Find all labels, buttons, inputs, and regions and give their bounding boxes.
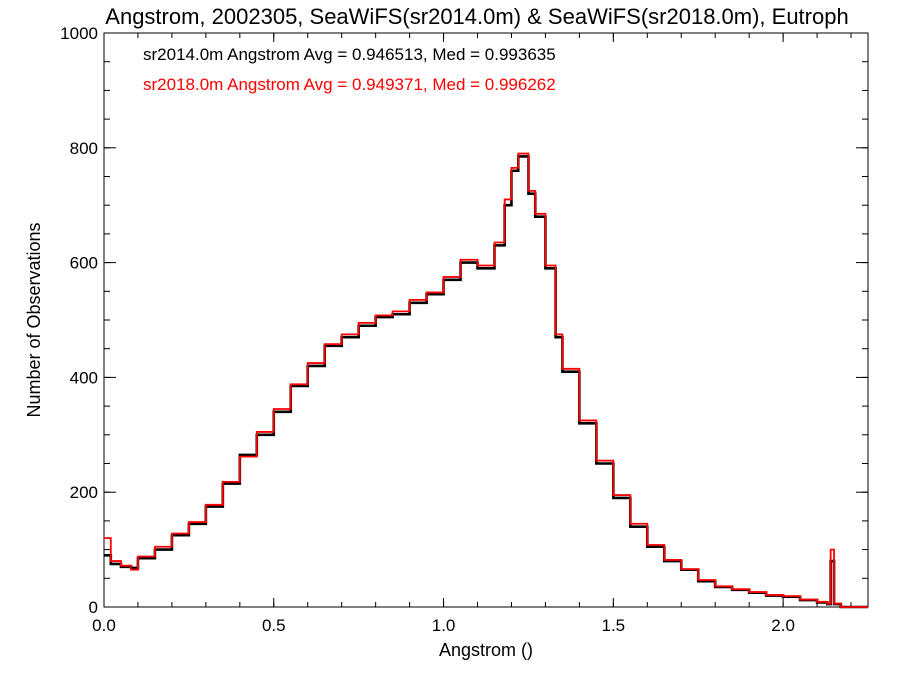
y-tick-label: 400 [70, 368, 98, 387]
y-axis-label: Number of Observations [24, 222, 44, 417]
annotation-sr2014: sr2014.0m Angstrom Avg = 0.946513, Med =… [143, 45, 556, 64]
x-tick-label: 2.0 [771, 616, 795, 635]
y-tick-label: 600 [70, 254, 98, 273]
y-tick-label: 0 [89, 598, 98, 617]
chart-title: Angstrom, 2002305, SeaWiFS(sr2014.0m) & … [105, 4, 848, 29]
x-tick-label: 1.5 [602, 616, 626, 635]
y-tick-label: 1000 [60, 24, 98, 43]
annotation-sr2018: sr2018.0m Angstrom Avg = 0.949371, Med =… [143, 75, 556, 94]
x-axis-label: Angstrom () [439, 640, 533, 660]
x-tick-label: 0.0 [92, 616, 116, 635]
series-sr2018-line [104, 152, 868, 608]
plot-frame [103, 32, 869, 608]
y-tick-label: 800 [70, 139, 98, 158]
y-tick-label: 200 [70, 483, 98, 502]
plot-area: 0.0 0.5 1.0 1.5 2.0 0 200 400 600 800 1000 [60, 24, 869, 635]
x-tick-label: 0.5 [262, 616, 286, 635]
series-sr2014-line [104, 155, 868, 609]
x-tick-label: 1.0 [432, 616, 456, 635]
